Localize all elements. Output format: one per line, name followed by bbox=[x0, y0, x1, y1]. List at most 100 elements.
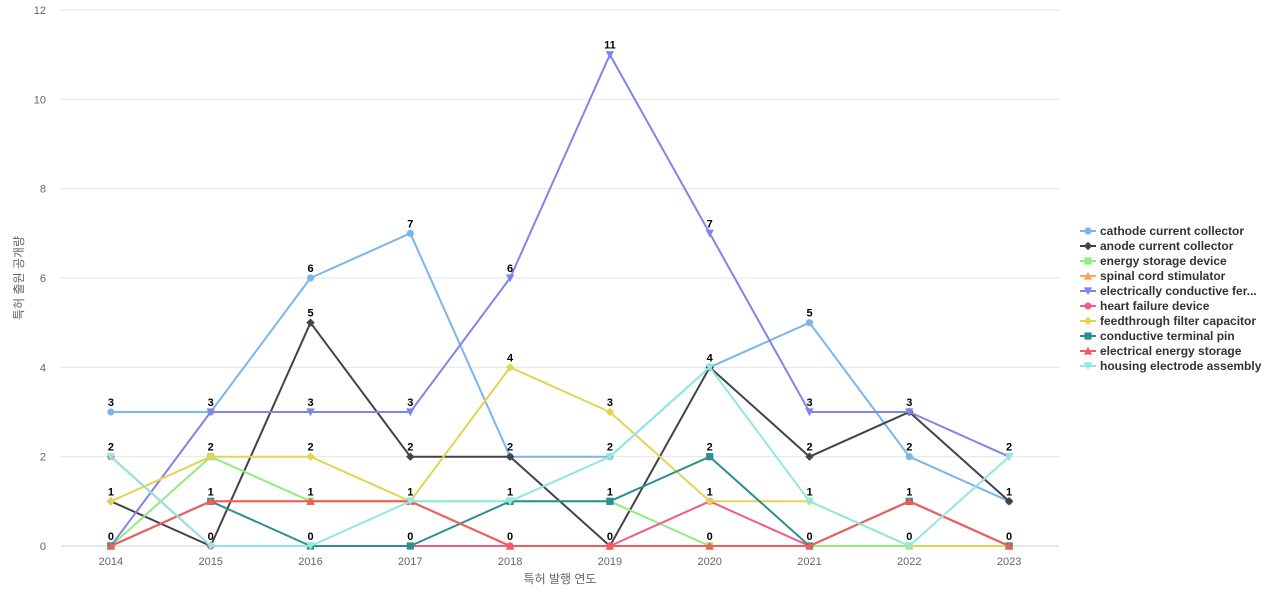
data-point-anode-current-collector[interactable] bbox=[805, 452, 814, 461]
x-tick-label: 2023 bbox=[997, 556, 1021, 568]
data-label: 2 bbox=[108, 442, 114, 454]
data-point-electrical-energy-storage[interactable] bbox=[206, 497, 215, 505]
legend-marker[interactable] bbox=[1084, 332, 1092, 340]
legend-label: spinal cord stimulator bbox=[1100, 269, 1226, 283]
legend-item-heart-failure-device[interactable]: heart failure device bbox=[1080, 299, 1210, 313]
data-point-housing-electrode-assembly[interactable] bbox=[905, 542, 914, 551]
x-tick-label: 2015 bbox=[198, 556, 222, 568]
data-point-housing-electrode-assembly[interactable] bbox=[1004, 453, 1014, 461]
data-point-electrical-energy-storage[interactable] bbox=[605, 541, 615, 550]
data-point-housing-electrode-assembly[interactable] bbox=[306, 542, 315, 551]
data-point-cathode-current-collector[interactable] bbox=[406, 229, 414, 237]
legend-marker[interactable] bbox=[1083, 287, 1093, 296]
legend-item-anode-current-collector[interactable]: anode current collector bbox=[1080, 239, 1234, 253]
series-line-housing-electrode-assembly[interactable] bbox=[109, 366, 1011, 547]
series-electrical-energy-storage[interactable] bbox=[106, 497, 1014, 550]
data-label: 1 bbox=[607, 486, 613, 498]
data-point-electrically-conductive-fer[interactable] bbox=[905, 408, 914, 417]
data-label: 3 bbox=[208, 397, 214, 409]
y-tick-label: 2 bbox=[40, 452, 46, 464]
data-point-electrical-energy-storage[interactable] bbox=[505, 541, 515, 550]
series-line-anode-current-collector[interactable] bbox=[109, 321, 1011, 547]
legend-item-electrically-conductive-fer[interactable]: electrically conductive fer... bbox=[1080, 284, 1257, 298]
x-tick-label: 2020 bbox=[697, 556, 721, 568]
data-point-anode-current-collector[interactable] bbox=[406, 452, 415, 461]
legend-marker[interactable] bbox=[1083, 241, 1093, 251]
data-point-electrically-conductive-fer[interactable] bbox=[505, 274, 515, 283]
data-label: 2 bbox=[806, 442, 812, 454]
legend-item-energy-storage-device[interactable]: energy storage device bbox=[1080, 254, 1227, 268]
data-point-cathode-current-collector[interactable] bbox=[805, 319, 814, 327]
legend-marker[interactable] bbox=[1083, 362, 1093, 371]
legend-marker[interactable] bbox=[1084, 302, 1092, 310]
y-tick-label: 8 bbox=[40, 184, 46, 196]
data-point-feedthrough-filter-capacitor[interactable] bbox=[605, 407, 615, 417]
data-point-feedthrough-filter-capacitor[interactable] bbox=[106, 497, 116, 506]
data-point-cathode-current-collector[interactable] bbox=[306, 274, 315, 282]
series-housing-electrode-assembly[interactable] bbox=[106, 363, 1014, 551]
data-label: 4 bbox=[707, 352, 714, 364]
legend-marker[interactable] bbox=[1083, 316, 1093, 326]
legend-item-feedthrough-filter-capacitor[interactable]: feedthrough filter capacitor bbox=[1080, 314, 1256, 328]
data-label: 5 bbox=[307, 308, 313, 320]
data-point-electrical-energy-storage[interactable] bbox=[306, 497, 315, 505]
data-label: 1 bbox=[208, 486, 214, 498]
data-point-housing-electrode-assembly[interactable] bbox=[605, 453, 615, 461]
series-spinal-cord-stimulator[interactable] bbox=[106, 497, 1014, 550]
data-point-feedthrough-filter-capacitor[interactable] bbox=[505, 363, 515, 372]
data-point-housing-electrode-assembly[interactable] bbox=[505, 497, 515, 506]
data-point-housing-electrode-assembly[interactable] bbox=[705, 363, 714, 372]
data-point-feedthrough-filter-capacitor[interactable] bbox=[705, 497, 714, 506]
series-line-electrically-conductive-fer[interactable] bbox=[109, 53, 1011, 547]
y-tick-label: 0 bbox=[40, 541, 46, 553]
data-point-feedthrough-filter-capacitor[interactable] bbox=[206, 452, 215, 461]
data-point-cathode-current-collector[interactable] bbox=[905, 453, 913, 461]
data-point-housing-electrode-assembly[interactable] bbox=[406, 497, 415, 506]
legend-item-electrical-energy-storage[interactable]: electrical energy storage bbox=[1080, 344, 1242, 358]
data-label: 2 bbox=[407, 442, 413, 454]
data-point-anode-current-collector[interactable] bbox=[505, 452, 515, 461]
legend-marker[interactable] bbox=[1083, 271, 1093, 280]
data-point-housing-electrode-assembly[interactable] bbox=[206, 542, 215, 551]
data-point-anode-current-collector[interactable] bbox=[306, 318, 315, 327]
x-tick-label: 2019 bbox=[598, 556, 622, 568]
legend-item-conductive-terminal-pin[interactable]: conductive terminal pin bbox=[1080, 329, 1235, 343]
legend-marker[interactable] bbox=[1084, 257, 1092, 265]
legend-marker[interactable] bbox=[1084, 227, 1092, 235]
data-label: 2 bbox=[507, 442, 513, 454]
data-point-conductive-terminal-pin[interactable] bbox=[406, 542, 414, 550]
data-point-electrical-energy-storage[interactable] bbox=[705, 541, 714, 550]
data-point-electrical-energy-storage[interactable] bbox=[805, 541, 814, 550]
data-point-anode-current-collector[interactable] bbox=[1004, 497, 1014, 506]
data-point-feedthrough-filter-capacitor[interactable] bbox=[306, 452, 315, 461]
data-point-cathode-current-collector[interactable] bbox=[107, 408, 115, 416]
series-electrically-conductive-fer[interactable] bbox=[106, 51, 1014, 551]
data-point-electrically-conductive-fer[interactable] bbox=[605, 51, 615, 59]
data-point-electrically-conductive-fer[interactable] bbox=[406, 408, 415, 417]
data-point-electrical-energy-storage[interactable] bbox=[1004, 541, 1014, 550]
data-point-electrically-conductive-fer[interactable] bbox=[805, 408, 814, 417]
legend-item-housing-electrode-assembly[interactable]: housing electrode assembly bbox=[1080, 359, 1262, 373]
legend-marker[interactable] bbox=[1083, 346, 1093, 355]
series-line-cathode-current-collector[interactable] bbox=[109, 232, 1011, 503]
data-label: 3 bbox=[806, 397, 812, 409]
data-point-electrically-conductive-fer[interactable] bbox=[306, 408, 315, 417]
data-point-conductive-terminal-pin[interactable] bbox=[606, 497, 614, 505]
data-point-electrically-conductive-fer[interactable] bbox=[705, 229, 714, 238]
data-point-electrically-conductive-fer[interactable] bbox=[206, 408, 215, 417]
y-axis: 0 2 4 6 8 10 12 bbox=[34, 5, 46, 553]
data-point-electrical-energy-storage[interactable] bbox=[905, 497, 914, 505]
legend-item-cathode-current-collector[interactable]: cathode current collector bbox=[1080, 224, 1244, 238]
series-line-spinal-cord-stimulator[interactable] bbox=[109, 500, 1011, 547]
data-point-conductive-terminal-pin[interactable] bbox=[706, 453, 714, 461]
data-point-electrical-energy-storage[interactable] bbox=[106, 541, 116, 550]
data-label: 1 bbox=[507, 486, 513, 498]
series-line-electrical-energy-storage[interactable] bbox=[109, 500, 1011, 547]
data-point-housing-electrode-assembly[interactable] bbox=[805, 497, 814, 506]
data-label: 0 bbox=[108, 531, 114, 543]
grid-lines bbox=[61, 9, 1059, 547]
data-point-housing-electrode-assembly[interactable] bbox=[106, 453, 116, 461]
data-label: 4 bbox=[507, 352, 514, 364]
data-label: 3 bbox=[307, 397, 313, 409]
legend-item-spinal-cord-stimulator[interactable]: spinal cord stimulator bbox=[1080, 269, 1226, 283]
